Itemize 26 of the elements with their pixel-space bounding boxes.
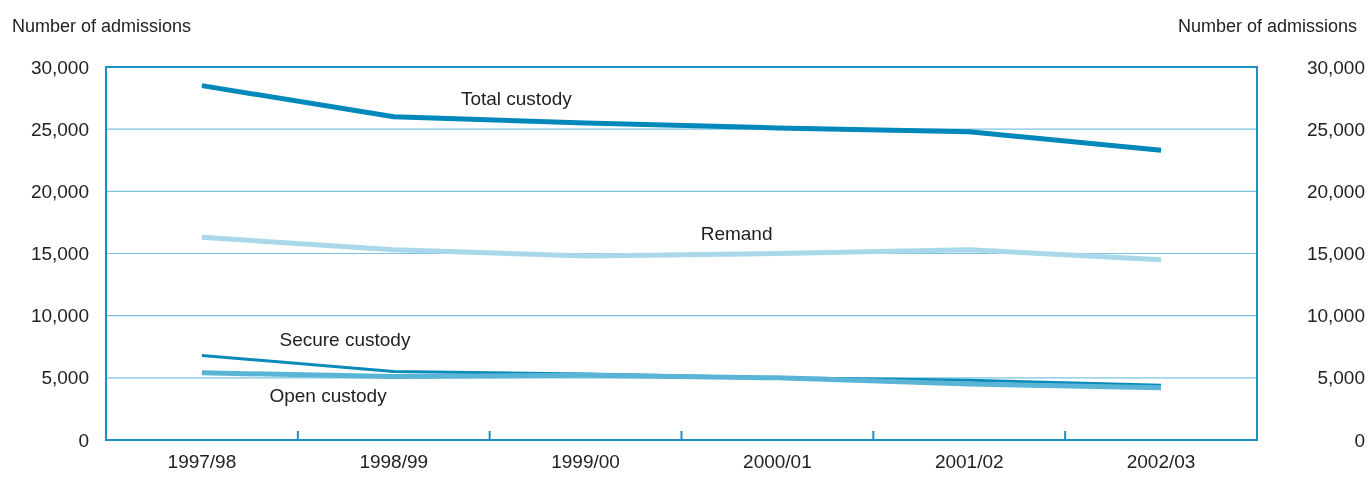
series-label: Open custody [269,384,388,406]
y2-tick-label: 25,000 [1306,118,1365,140]
x-tick-label: 2000/01 [743,451,812,472]
x-tick-label: 1997/98 [167,451,237,472]
series-label: Remand [700,223,773,245]
y2-axis-title: Number of admissions [1177,16,1357,36]
y-tick-label: 20,000 [30,180,89,202]
y-axis-title: Number of admissions [12,16,192,36]
series-label: Total custody [460,87,573,109]
y-tick-label: 30,000 [30,56,89,78]
y-tick-label: 5,000 [41,367,89,389]
x-tick-label: 1999/00 [551,451,620,472]
y2-tick-label: 20,000 [1306,180,1365,202]
x-tick-label: 1998/99 [359,451,429,472]
y2-tick-label: 0 [1354,429,1365,451]
y-tick-label: 25,000 [30,118,89,140]
y2-tick-label: 15,000 [1306,243,1365,265]
y-tick-label: 10,000 [30,305,89,327]
x-tick-label: 2001/02 [934,451,1004,472]
x-tick-label: 2002/03 [1126,451,1196,472]
y-tick-label: 0 [78,429,89,451]
y2-tick-label: 10,000 [1306,305,1365,327]
y-tick-label: 15,000 [30,243,89,265]
y2-tick-label: 30,000 [1306,56,1365,78]
series-label: Secure custody [279,329,411,351]
y2-tick-label: 5,000 [1317,367,1365,389]
